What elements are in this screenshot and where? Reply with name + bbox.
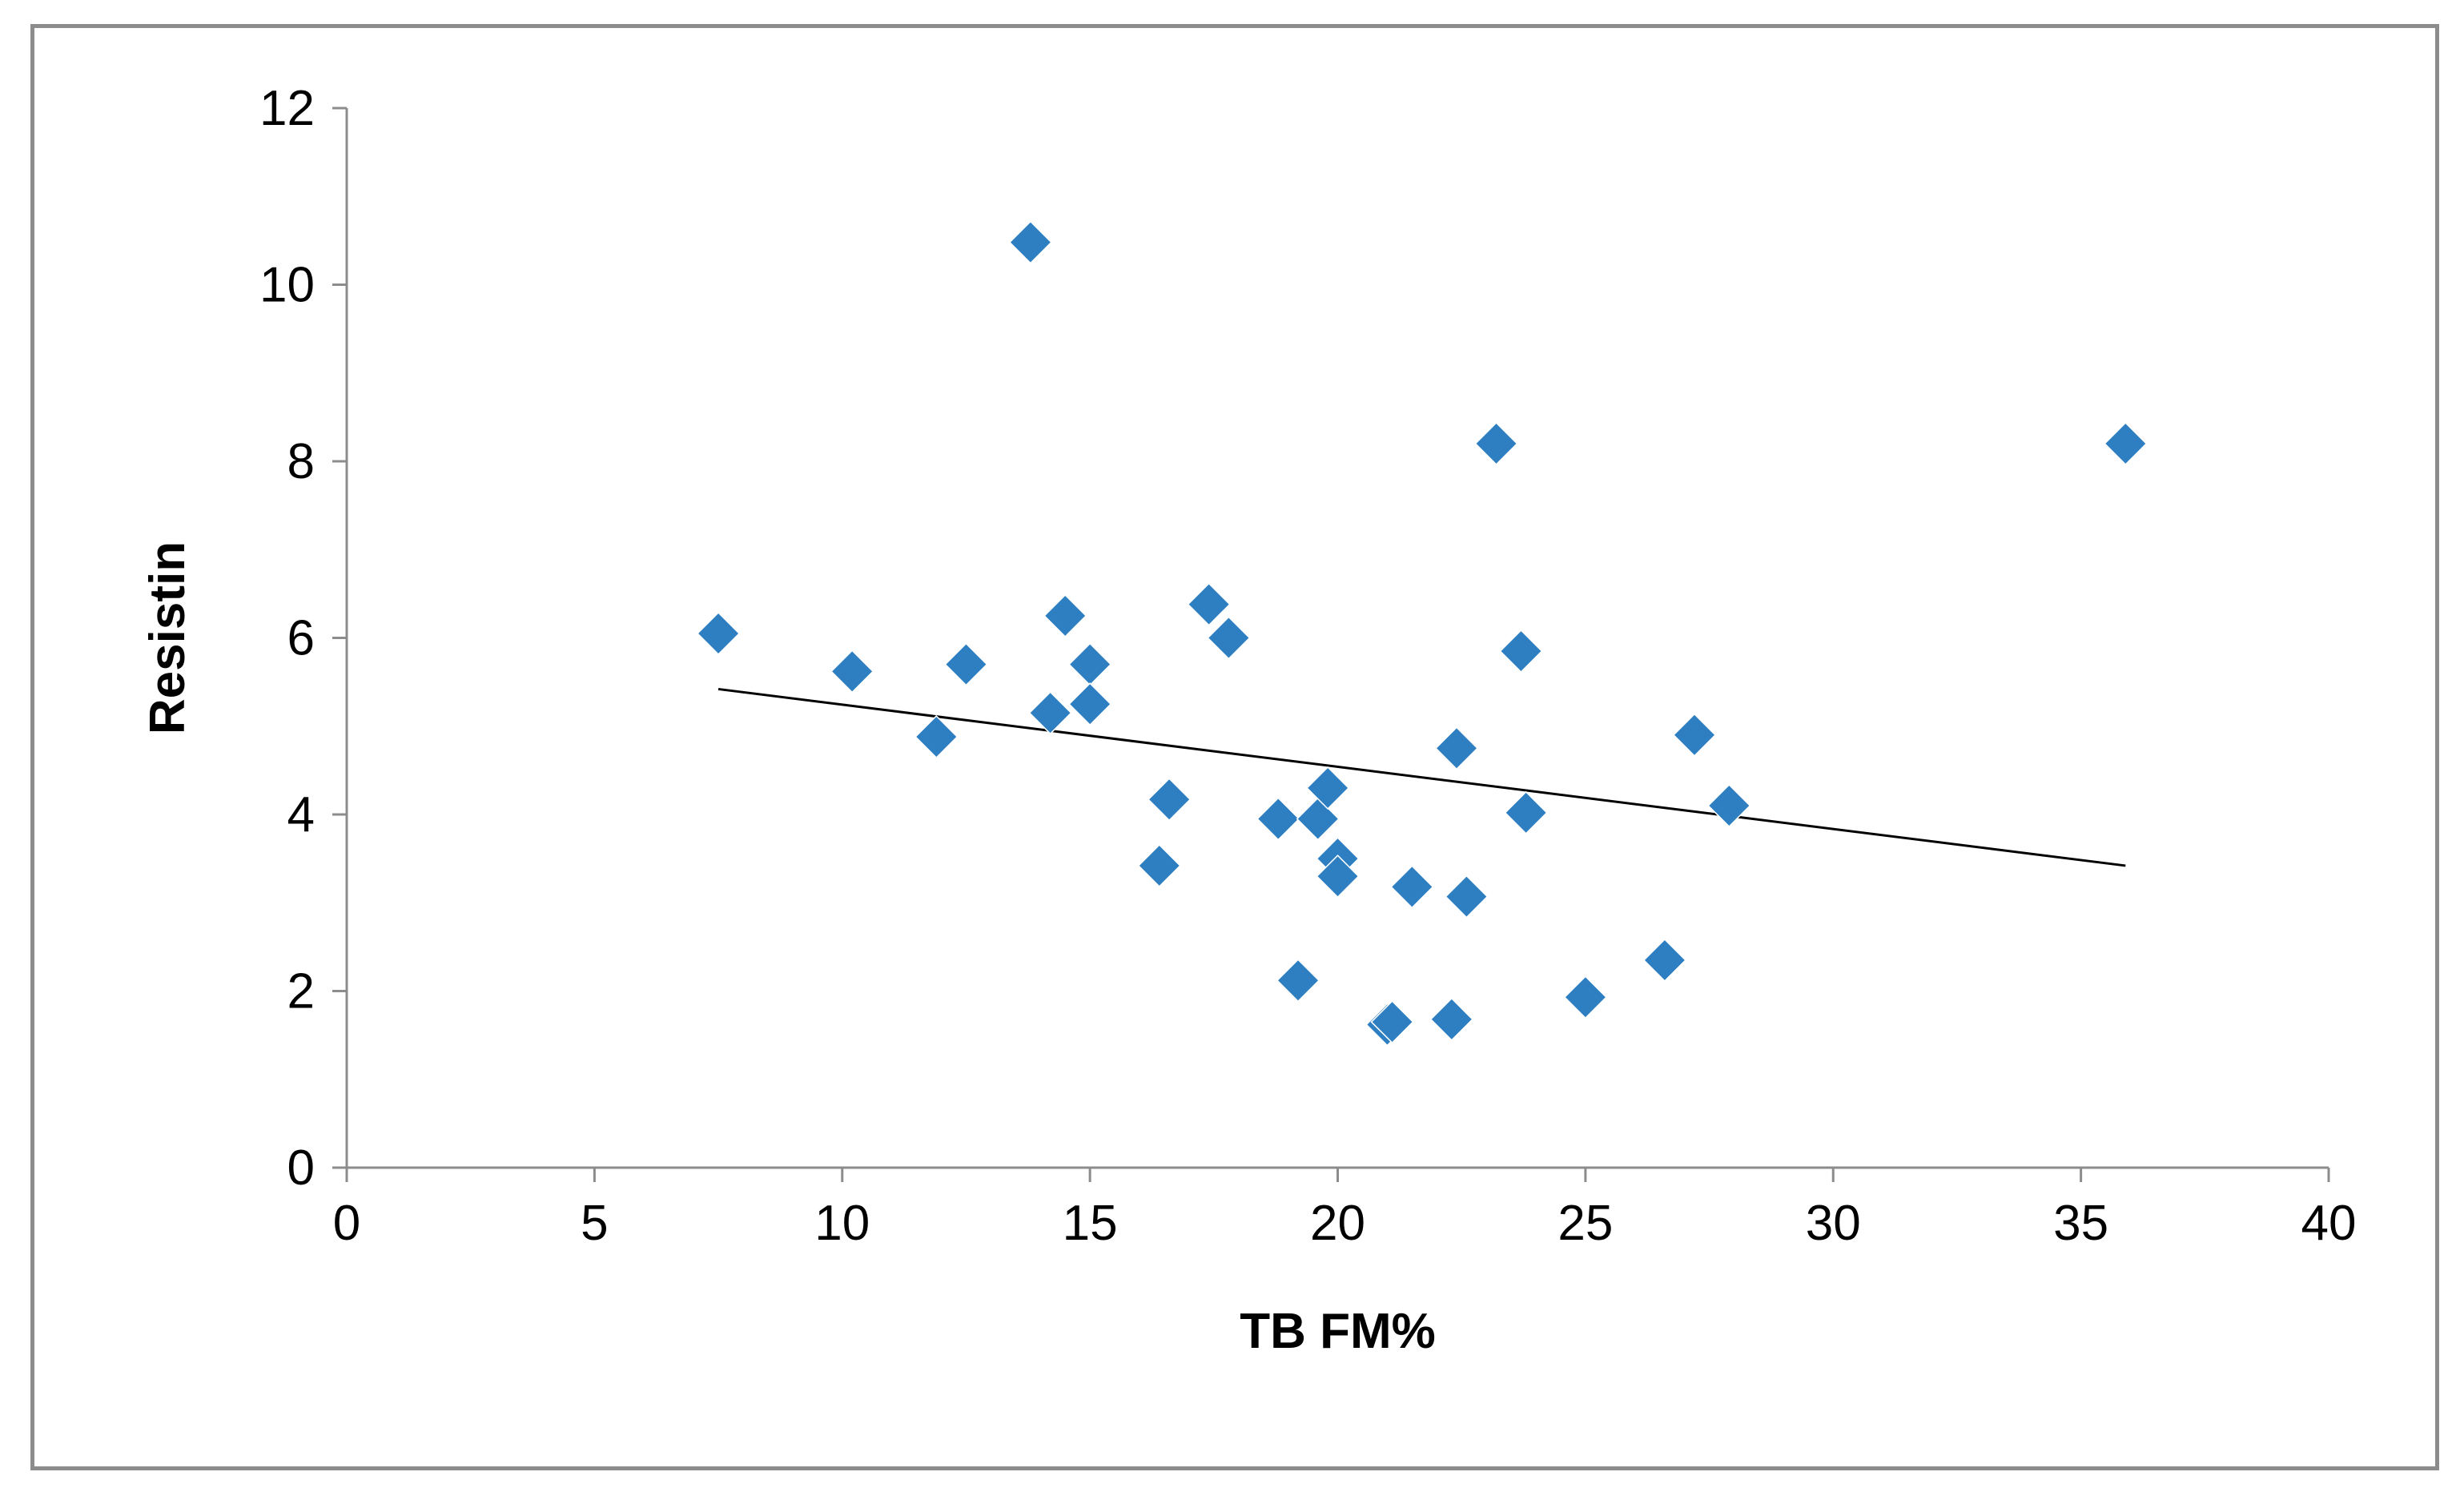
trendline xyxy=(717,687,2126,867)
x-tick-label: 5 xyxy=(581,1196,608,1251)
data-point xyxy=(2104,421,2148,466)
y-tick-label: 12 xyxy=(259,81,315,136)
data-point xyxy=(1672,713,1717,757)
data-point xyxy=(697,611,741,656)
data-point xyxy=(1043,593,1087,637)
x-tick-label: 30 xyxy=(1806,1196,1861,1251)
x-axis-title: TB FM% xyxy=(1240,1304,1436,1359)
x-tick-label: 0 xyxy=(333,1196,360,1251)
data-point xyxy=(1187,582,1231,626)
data-point xyxy=(1474,421,1518,466)
y-tick-label: 6 xyxy=(287,611,315,666)
data-point xyxy=(1008,220,1052,264)
data-point xyxy=(1207,616,1251,660)
data-point xyxy=(1563,975,1607,1019)
data-point xyxy=(1429,997,1473,1041)
y-tick-label: 4 xyxy=(287,787,315,842)
data-point xyxy=(1028,691,1072,735)
y-axis-title: Resistin xyxy=(140,541,195,734)
data-point xyxy=(1445,875,1489,919)
trendline-layer xyxy=(717,687,2126,867)
data-point xyxy=(1434,726,1479,770)
data-point xyxy=(1370,1000,1414,1044)
data-point xyxy=(944,642,988,686)
axes: 0 2 4 6 8 10 12 0 5 10 15 20 25 30 35 40 xyxy=(259,81,2356,1251)
x-tick-label: 35 xyxy=(2053,1196,2108,1251)
data-point xyxy=(914,714,959,759)
data-point xyxy=(1276,959,1320,1003)
scatter-chart: 0 2 4 6 8 10 12 0 5 10 15 20 25 30 35 40 TB FM% Resisti… xyxy=(140,81,2356,1359)
x-tick-label: 15 xyxy=(1063,1196,1118,1251)
data-point xyxy=(1504,790,1548,834)
data-point xyxy=(1316,855,1360,899)
data-point xyxy=(1390,865,1434,909)
y-tick-label: 8 xyxy=(287,434,315,489)
x-tick-label: 25 xyxy=(1558,1196,1613,1251)
chart-frame: 0 2 4 6 8 10 12 0 5 10 15 20 25 30 35 40 TB FM% Resisti… xyxy=(30,24,2439,1470)
data-point xyxy=(1256,797,1300,841)
data-points xyxy=(697,220,2148,1047)
data-point xyxy=(1068,682,1112,726)
data-point xyxy=(1707,783,1751,828)
y-tick-label: 2 xyxy=(287,964,315,1019)
data-point xyxy=(1137,843,1181,888)
data-point xyxy=(830,649,874,694)
x-tick-label: 40 xyxy=(2301,1196,2357,1251)
data-point xyxy=(1148,778,1192,822)
data-point xyxy=(1068,642,1112,686)
x-tick-label: 10 xyxy=(814,1196,870,1251)
data-point xyxy=(1642,938,1686,982)
y-tick-label: 0 xyxy=(287,1140,315,1196)
data-point xyxy=(1306,766,1350,810)
y-tick-label: 10 xyxy=(259,258,315,313)
x-tick-label: 20 xyxy=(1310,1196,1365,1251)
data-point xyxy=(1499,629,1543,674)
